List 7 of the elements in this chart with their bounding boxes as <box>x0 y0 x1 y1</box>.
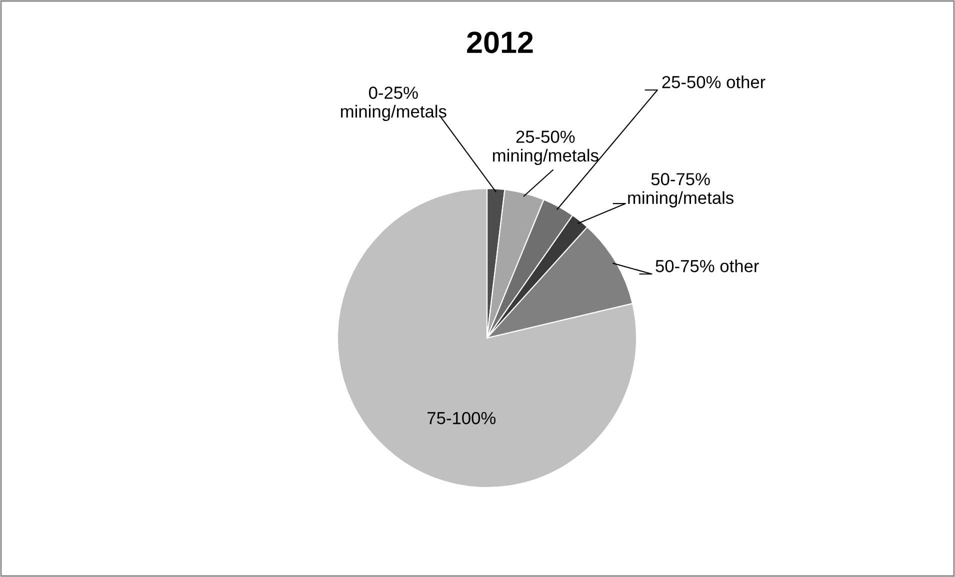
slice-label: 25-50% other <box>662 76 766 88</box>
slice-label: 0-25% mining/metals <box>341 86 446 122</box>
slice-label: 75-100% <box>428 412 496 424</box>
chart-title: 2012 <box>467 32 533 54</box>
slice-label: 25-50% mining/metals <box>493 130 598 166</box>
slice-label: 50-75% other <box>656 260 759 272</box>
slice-label: 50-75% mining/metals <box>628 173 734 208</box>
